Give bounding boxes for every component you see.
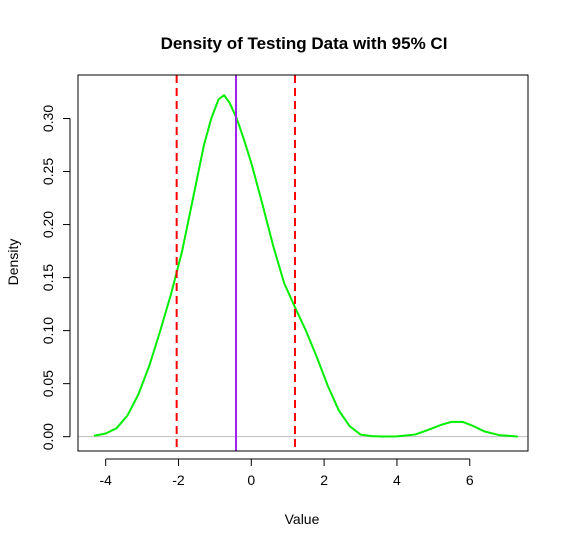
y-tick-label: 0.15	[40, 264, 56, 291]
x-tick-label: 4	[393, 472, 401, 488]
y-axis-label: Density	[5, 239, 21, 286]
density-curve-0	[93, 94, 519, 438]
y-tick-label: 0.10	[40, 317, 56, 344]
x-tick-label: 6	[466, 472, 474, 488]
y-tick-label: 0.25	[40, 158, 56, 185]
x-tick-label: -2	[172, 472, 185, 488]
x-tick-label: 2	[320, 472, 328, 488]
y-tick-label: 0.20	[40, 211, 56, 238]
y-axis: 0.00 0.05 0.10 0.15 0.20 0.25 0.30	[40, 105, 71, 450]
chart-title: Density of Testing Data with 95% CI	[161, 34, 448, 53]
y-tick-label: 0.30	[40, 105, 56, 132]
x-tick-label: 0	[247, 472, 255, 488]
plot-frame	[77, 74, 529, 452]
plot-area	[78, 75, 528, 451]
x-tick-label: -4	[99, 472, 112, 488]
x-axis: -4 -2 0 2 4 6	[99, 458, 474, 488]
x-axis-label: Value	[285, 511, 320, 527]
y-tick-label: 0.00	[40, 423, 56, 450]
y-tick-label: 0.05	[40, 370, 56, 397]
